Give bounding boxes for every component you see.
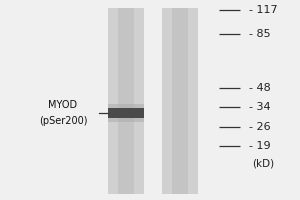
Text: (kD): (kD) bbox=[252, 158, 274, 168]
Bar bbox=[162, 8, 198, 194]
Text: - 34: - 34 bbox=[249, 102, 271, 112]
Bar bbox=[118, 8, 134, 194]
Bar bbox=[108, 108, 144, 118]
Text: - 26: - 26 bbox=[249, 122, 271, 132]
Text: MYOD: MYOD bbox=[48, 100, 78, 110]
Text: - 48: - 48 bbox=[249, 83, 271, 93]
Text: (pSer200): (pSer200) bbox=[39, 116, 87, 126]
Bar bbox=[172, 8, 188, 194]
Bar bbox=[108, 8, 144, 194]
Bar bbox=[108, 104, 144, 122]
Text: - 117: - 117 bbox=[249, 5, 278, 15]
Text: - 85: - 85 bbox=[249, 29, 271, 39]
Text: - 19: - 19 bbox=[249, 141, 271, 151]
